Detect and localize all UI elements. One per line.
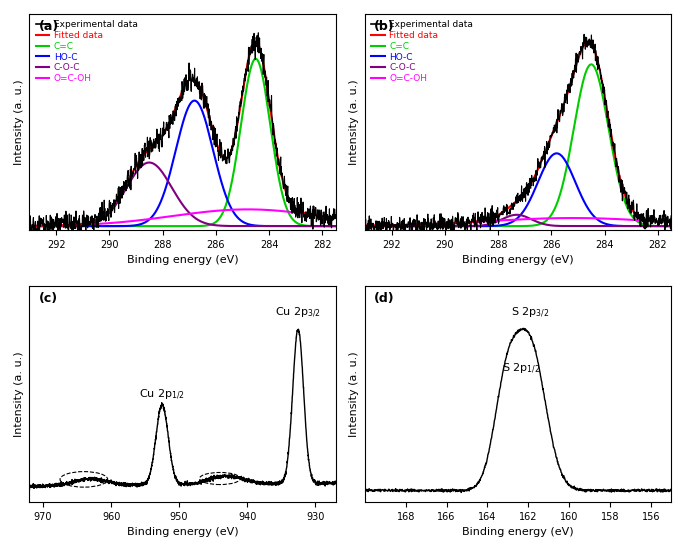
Legend: Experimental data, Fitted data, C=C, HO-C, C-O-C, O=C-OH: Experimental data, Fitted data, C=C, HO-… [369,18,475,85]
Text: (b): (b) [374,20,395,34]
X-axis label: Binding energy (eV): Binding energy (eV) [127,527,238,537]
Y-axis label: Intensity (a. u.): Intensity (a. u.) [14,79,24,165]
Text: (c): (c) [38,293,58,305]
Text: (a): (a) [38,20,59,34]
Legend: Experimental data, Fitted data, C=C, HO-C, C-O-C, O=C-OH: Experimental data, Fitted data, C=C, HO-… [34,18,140,85]
Text: Cu 2p$_{1/2}$: Cu 2p$_{1/2}$ [139,387,185,402]
Text: (d): (d) [374,293,395,305]
X-axis label: Binding energy (eV): Binding energy (eV) [127,255,238,265]
X-axis label: Binding energy (eV): Binding energy (eV) [462,527,574,537]
Text: S 2p$_{3/2}$: S 2p$_{3/2}$ [511,306,549,321]
X-axis label: Binding energy (eV): Binding energy (eV) [462,255,574,265]
Text: S 2p$_{1/2}$: S 2p$_{1/2}$ [501,361,540,376]
Y-axis label: Intensity (a. u.): Intensity (a. u.) [349,351,360,437]
Text: Cu 2p$_{3/2}$: Cu 2p$_{3/2}$ [275,306,321,321]
Y-axis label: Intensity (a. u.): Intensity (a. u.) [349,79,360,165]
Y-axis label: Intensity (a. u.): Intensity (a. u.) [14,351,24,437]
